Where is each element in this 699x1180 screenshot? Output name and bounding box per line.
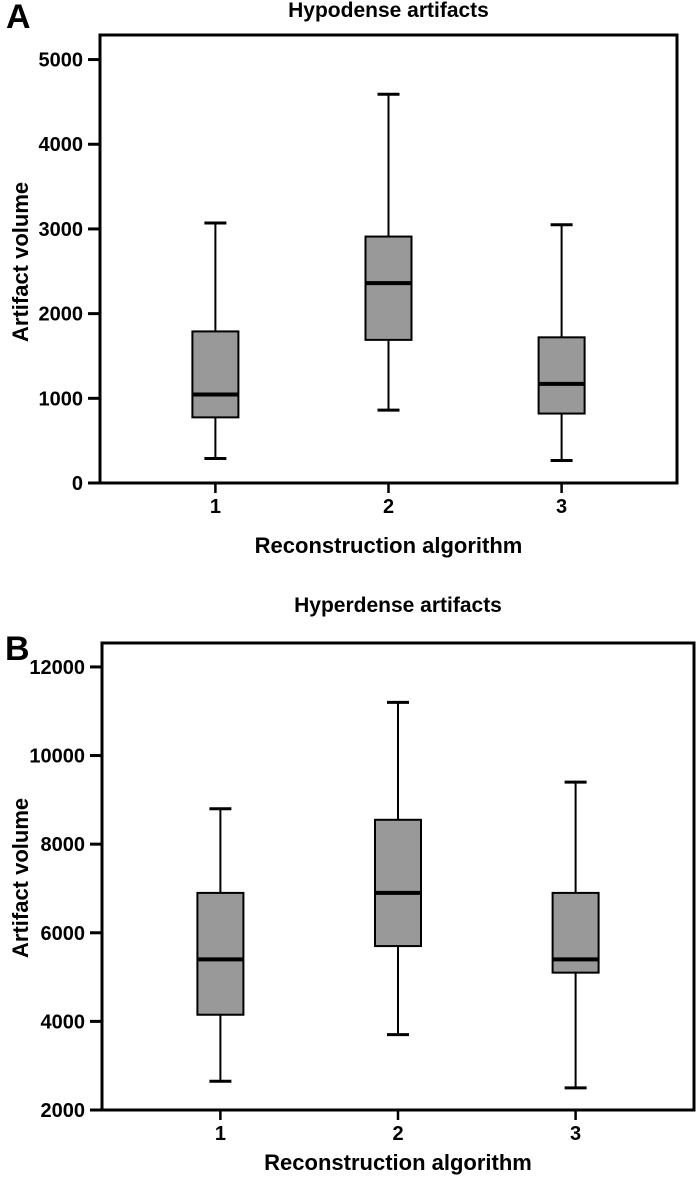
y-tick-label: 2000 — [41, 1100, 86, 1122]
panel-a-label: A — [6, 0, 31, 36]
y-tick-label: 4000 — [41, 1011, 86, 1033]
panel-b-x-axis-title: Reconstruction algorithm — [264, 1150, 532, 1175]
x-tick-label: 2 — [392, 1123, 403, 1145]
y-tick-label: 1000 — [39, 388, 84, 410]
panel-b-plot: 2000 4000 6000 8000 10000 12000 1 2 3 — [29, 641, 696, 1145]
panel-a-x-axis-title: Reconstruction algorithm — [254, 533, 523, 558]
y-tick-label: 12000 — [29, 657, 85, 679]
x-tick-label: 3 — [556, 496, 567, 518]
y-tick-label: 3000 — [39, 219, 84, 241]
panel-a-plot: 0 1000 2000 3000 4000 5000 1 2 3 — [39, 33, 679, 518]
x-tick-label: 1 — [215, 1123, 226, 1145]
box-iqr — [191, 330, 240, 419]
x-tick-label: 2 — [383, 496, 394, 518]
box-iqr — [374, 818, 422, 948]
x-tick-label: 3 — [570, 1123, 581, 1145]
y-tick-label: 4000 — [39, 134, 84, 156]
box-iqr — [537, 336, 586, 415]
y-tick-label: 10000 — [29, 746, 85, 768]
x-tick-label: 1 — [210, 496, 221, 518]
panel-a-title: Hypodense artifacts — [288, 0, 489, 22]
panel-b-title: Hyperdense artifacts — [294, 594, 502, 617]
y-tick-label: 8000 — [41, 834, 86, 856]
y-tick-label: 0 — [72, 473, 83, 495]
box-iqr — [196, 891, 245, 1016]
y-tick-label: 2000 — [39, 304, 84, 326]
box-iqr — [364, 235, 413, 341]
y-tick-label: 6000 — [41, 923, 86, 945]
panel-b-label: B — [5, 630, 30, 668]
y-tick-label: 5000 — [39, 50, 84, 72]
